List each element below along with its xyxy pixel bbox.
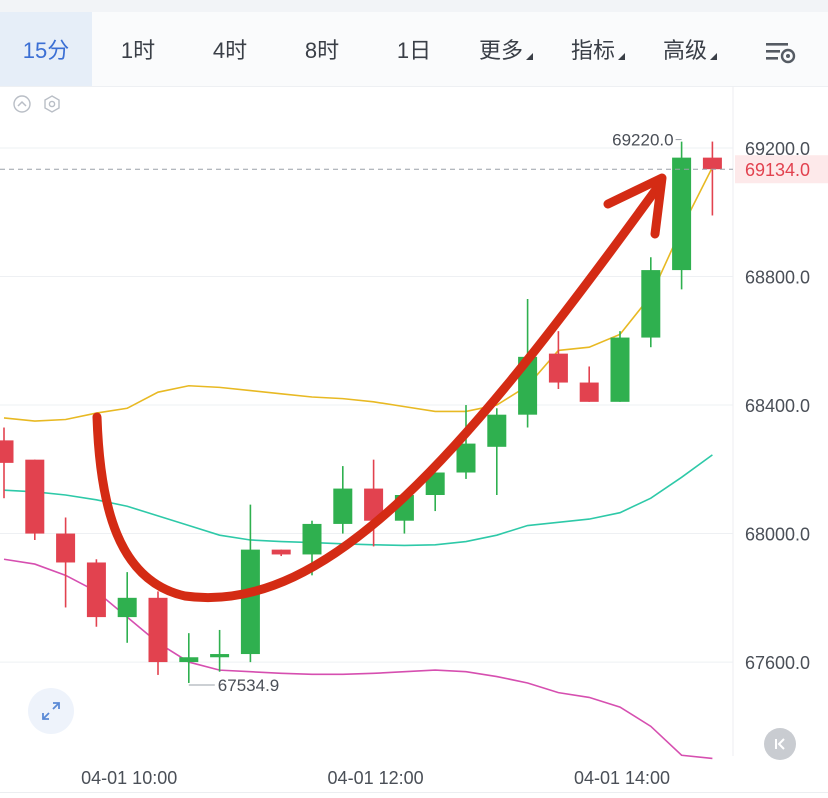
fullscreen-button[interactable] — [28, 688, 74, 734]
ma-line-middle — [3, 454, 713, 547]
candle-body — [302, 523, 322, 555]
candle-up — [487, 408, 507, 496]
candle-body — [271, 549, 291, 555]
candle-up — [210, 629, 230, 672]
expand-arrows-icon — [42, 702, 60, 720]
candle-up — [456, 405, 476, 479]
scroll-to-latest-button[interactable] — [764, 728, 796, 760]
candle-body — [179, 657, 199, 663]
tab-advanced[interactable]: 高级 — [644, 12, 736, 86]
bottom-divider — [0, 792, 828, 793]
candle-up — [240, 504, 260, 663]
trend-arrow-stroke — [92, 179, 665, 602]
trend-arrow-head — [603, 173, 667, 239]
candle-down — [579, 366, 599, 402]
candle-body — [86, 562, 106, 618]
candle-body — [672, 157, 692, 271]
candle-body — [425, 472, 445, 496]
candle-body — [487, 414, 507, 447]
candle-body — [610, 337, 630, 402]
tab-label: 4时 — [212, 38, 248, 63]
candle-down — [364, 459, 384, 547]
y-tick-label: 68000.0 — [745, 525, 810, 545]
candle-up — [610, 331, 630, 402]
candle-body — [148, 597, 168, 663]
y-tick-label: 67600.0 — [745, 653, 810, 673]
candle-up — [641, 257, 661, 348]
candle-down — [548, 331, 568, 389]
tab-1d[interactable]: 1日 — [368, 12, 460, 86]
candle-body — [117, 597, 137, 618]
dropdown-triangle-icon — [710, 52, 717, 60]
x-tick-label: 04-01 14:00 — [574, 768, 670, 788]
tab-4h[interactable]: 4时 — [184, 12, 276, 86]
x-tick-label: 04-01 12:00 — [328, 768, 424, 788]
candle-body — [0, 440, 14, 463]
chart-mini-tools — [12, 94, 62, 114]
candle-down — [86, 559, 106, 627]
candle-up — [117, 572, 137, 643]
low-price-label: 67534.9 — [218, 676, 279, 695]
tab-label: 指标 — [570, 38, 615, 63]
interval-toolbar: 15分 1时 4时 8时 1日 更多 指标 高级 — [0, 12, 828, 87]
candle-body — [641, 270, 661, 338]
chart-settings-icon[interactable] — [764, 40, 798, 66]
candle-down — [702, 141, 722, 216]
candle-body — [579, 382, 599, 402]
candle-up — [672, 141, 692, 290]
tab-label: 高级 — [662, 38, 707, 63]
candle-body — [333, 488, 353, 524]
tab-label: 1时 — [120, 38, 156, 63]
last-price-tag — [735, 155, 828, 184]
candle-down — [25, 459, 45, 540]
y-tick-label: 68800.0 — [745, 268, 810, 288]
y-tick-label: 69200.0 — [745, 139, 810, 159]
hexagon-settings-icon[interactable] — [42, 94, 62, 114]
tab-label: 更多 — [478, 38, 523, 63]
candlestick-chart[interactable]: 69134.0 69220.0 67534.9 69200.0 68800.0 6840… — [0, 86, 828, 798]
candle-body — [25, 459, 45, 534]
y-tick-label: 68400.0 — [745, 396, 810, 416]
ma-line-upper — [3, 166, 714, 422]
candle-down — [271, 549, 291, 557]
tab-more[interactable]: 更多 — [460, 12, 552, 86]
candle-down — [56, 517, 76, 608]
candle-body — [240, 549, 260, 655]
ma-line-lower — [3, 558, 713, 760]
candle-body — [56, 533, 76, 563]
skip-back-icon — [775, 738, 785, 750]
candle-up — [333, 466, 353, 534]
x-tick-label: 04-01 10:00 — [81, 768, 177, 788]
tab-label: 15分 — [22, 38, 70, 63]
collapse-up-icon[interactable] — [12, 94, 32, 114]
last-price-label: 69134.0 — [745, 160, 810, 180]
candle-body — [210, 654, 230, 658]
candle-down — [148, 591, 168, 675]
candle-body — [548, 353, 568, 383]
high-price-label: 69220.0 — [612, 131, 673, 150]
candle-body — [702, 157, 722, 170]
candle-body — [456, 443, 476, 473]
status-strip — [0, 0, 828, 12]
candle-up — [425, 472, 445, 512]
candle-down — [0, 427, 14, 499]
dropdown-triangle-icon — [618, 52, 625, 60]
candle-body — [364, 488, 384, 521]
tab-8h[interactable]: 8时 — [276, 12, 368, 86]
tab-1h[interactable]: 1时 — [92, 12, 184, 86]
dropdown-triangle-icon — [526, 52, 533, 60]
tab-15m[interactable]: 15分 — [0, 12, 92, 86]
tab-label: 8时 — [304, 38, 340, 63]
tab-indicators[interactable]: 指标 — [552, 12, 644, 86]
tab-label: 1日 — [396, 38, 432, 63]
candle-up — [179, 633, 199, 683]
